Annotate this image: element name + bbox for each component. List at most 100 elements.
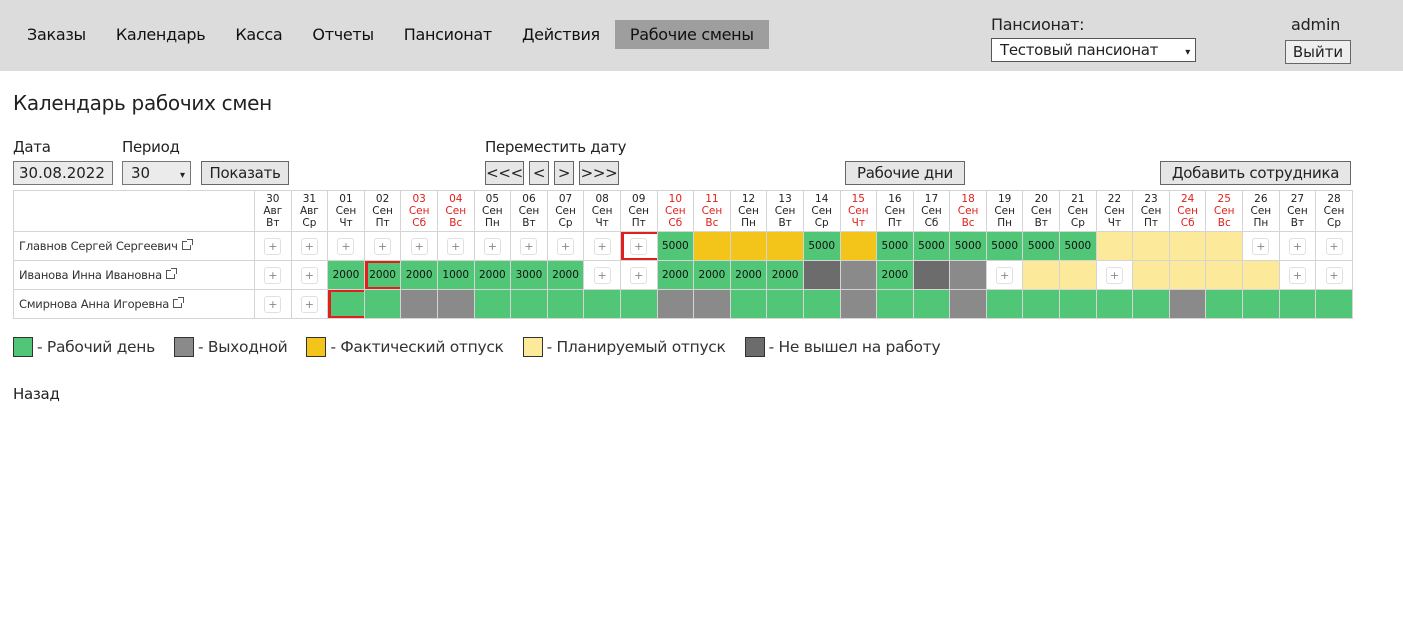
shift-cell[interactable] [912,289,951,319]
shift-cell[interactable]: + [1315,231,1353,261]
shift-cell[interactable] [839,289,878,319]
shift-cell[interactable] [1059,289,1097,319]
shift-cell[interactable] [693,231,731,261]
add-shift-icon[interactable]: + [1288,266,1306,284]
shift-cell[interactable] [729,231,768,261]
move-forward-button[interactable]: > [554,161,574,185]
add-shift-icon[interactable]: + [300,266,318,284]
shift-cell[interactable]: + [473,231,512,261]
shift-cell[interactable]: + [1278,231,1317,261]
shift-cell[interactable]: + [290,231,329,261]
shift-cell[interactable] [876,289,914,319]
nav-actions[interactable]: Действия [521,25,600,44]
shift-cell[interactable] [619,289,658,319]
shift-cell[interactable] [546,289,585,319]
shift-cell[interactable]: 2000 [729,260,768,290]
shift-cell[interactable] [1059,260,1097,290]
shift-cell[interactable] [1242,260,1280,290]
nav-reports[interactable]: Отчеты [312,25,374,44]
shift-cell[interactable]: + [1095,260,1134,290]
add-shift-icon[interactable]: + [520,237,538,255]
add-shift-icon[interactable]: + [300,237,318,255]
nav-pension[interactable]: Пансионат [403,25,492,44]
shift-cell[interactable]: 5000 [949,231,987,261]
back-link[interactable]: Назад [13,385,60,403]
add-shift-icon[interactable]: + [557,237,575,255]
add-shift-icon[interactable]: + [264,237,282,255]
nav-work-shifts[interactable]: Рабочие смены [614,20,769,49]
shift-cell[interactable] [1205,260,1244,290]
shift-cell[interactable] [949,289,987,319]
add-shift-icon[interactable]: + [447,237,465,255]
add-shift-icon[interactable]: + [374,237,392,255]
shift-cell[interactable] [1168,231,1207,261]
shift-cell[interactable]: + [363,231,402,261]
shift-cell[interactable] [949,260,987,290]
shift-cell[interactable]: 1000 [436,260,475,290]
shift-cell[interactable]: + [546,231,585,261]
shift-cell[interactable] [656,289,695,319]
add-shift-icon[interactable]: + [410,237,428,255]
shift-cell[interactable] [839,260,878,290]
shift-cell[interactable] [473,289,512,319]
shift-cell[interactable]: + [583,231,621,261]
shift-cell[interactable] [1132,260,1170,290]
external-link-icon[interactable] [181,239,193,250]
add-shift-icon[interactable]: + [593,237,611,255]
shift-cell[interactable] [1242,289,1280,319]
nav-calendar[interactable]: Календарь [115,25,206,44]
shift-cell[interactable]: + [1315,260,1353,290]
shift-cell[interactable]: 2000 [693,260,731,290]
shift-cell[interactable]: + [436,231,475,261]
shift-cell[interactable] [1132,289,1170,319]
add-shift-icon[interactable]: + [630,266,648,284]
shift-cell[interactable]: + [254,289,292,319]
shift-cell[interactable]: 2000 [473,260,512,290]
shift-cell[interactable]: 2000 [363,260,402,290]
shift-cell[interactable] [802,289,841,319]
shift-cell[interactable]: 2000 [400,260,438,290]
date-input[interactable]: 30.08.2022 [13,161,113,185]
shift-cell[interactable] [1205,231,1244,261]
add-shift-icon[interactable]: + [337,237,355,255]
shift-cell[interactable] [1095,289,1134,319]
shift-cell[interactable] [766,231,804,261]
nav-orders[interactable]: Заказы [27,25,86,44]
shift-cell[interactable] [766,289,804,319]
pension-select[interactable]: Тестовый пансионат ▾ [991,38,1196,62]
shift-cell[interactable]: 5000 [1022,231,1061,261]
move-forward-far-button[interactable]: >>> [579,161,619,185]
nav-cashbox[interactable]: Касса [235,25,283,44]
shift-cell[interactable] [1022,260,1061,290]
add-shift-icon[interactable]: + [630,237,648,255]
external-link-icon[interactable] [165,268,177,279]
shift-cell[interactable]: 2000 [656,260,695,290]
shift-cell[interactable]: + [290,260,329,290]
shift-cell[interactable]: + [583,260,621,290]
external-link-icon[interactable] [173,297,185,308]
shift-cell[interactable]: 2000 [327,260,365,290]
shift-cell[interactable] [1278,289,1317,319]
shift-cell[interactable] [1168,260,1207,290]
shift-cell[interactable]: + [290,289,329,319]
shift-cell[interactable] [1315,289,1353,319]
add-shift-icon[interactable]: + [483,237,501,255]
logout-button[interactable]: Выйти [1285,40,1351,64]
shift-cell[interactable]: + [1242,231,1280,261]
shift-cell[interactable]: 5000 [985,231,1024,261]
shift-cell[interactable] [729,289,768,319]
add-shift-icon[interactable]: + [1105,266,1123,284]
shift-cell[interactable] [510,289,548,319]
shift-cell[interactable]: 5000 [912,231,951,261]
shift-cell[interactable]: + [1278,260,1317,290]
shift-cell[interactable]: + [254,260,292,290]
shift-cell[interactable] [839,231,878,261]
shift-cell[interactable]: + [400,231,438,261]
shift-cell[interactable]: + [619,231,658,261]
add-shift-icon[interactable]: + [996,266,1014,284]
shift-cell[interactable]: + [619,260,658,290]
shift-cell[interactable] [802,260,841,290]
shift-cell[interactable] [1095,231,1134,261]
shift-cell[interactable]: 3000 [510,260,548,290]
employee-name[interactable]: Главнов Сергей Сергеевич [19,239,178,253]
